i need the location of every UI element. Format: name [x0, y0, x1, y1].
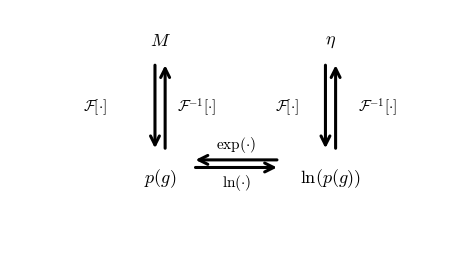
Text: $\exp(\cdot)$: $\exp(\cdot)$ — [216, 135, 256, 155]
Text: $\eta$: $\eta$ — [325, 32, 336, 50]
Text: $\mathcal{F}[\cdot]$: $\mathcal{F}[\cdot]$ — [275, 97, 299, 116]
Text: $\ln(p(g))$: $\ln(p(g))$ — [300, 167, 361, 190]
Text: $\ln(\cdot)$: $\ln(\cdot)$ — [221, 173, 251, 193]
Text: $\mathcal{F}^{-1}[\cdot]$: $\mathcal{F}^{-1}[\cdot]$ — [358, 96, 397, 118]
Text: $\mathcal{F}^{-1}[\cdot]$: $\mathcal{F}^{-1}[\cdot]$ — [177, 96, 216, 118]
Text: $p(g)$: $p(g)$ — [144, 167, 176, 190]
Text: $\mathcal{F}[\cdot]$: $\mathcal{F}[\cdot]$ — [83, 97, 107, 116]
Text: $M$: $M$ — [150, 32, 170, 50]
